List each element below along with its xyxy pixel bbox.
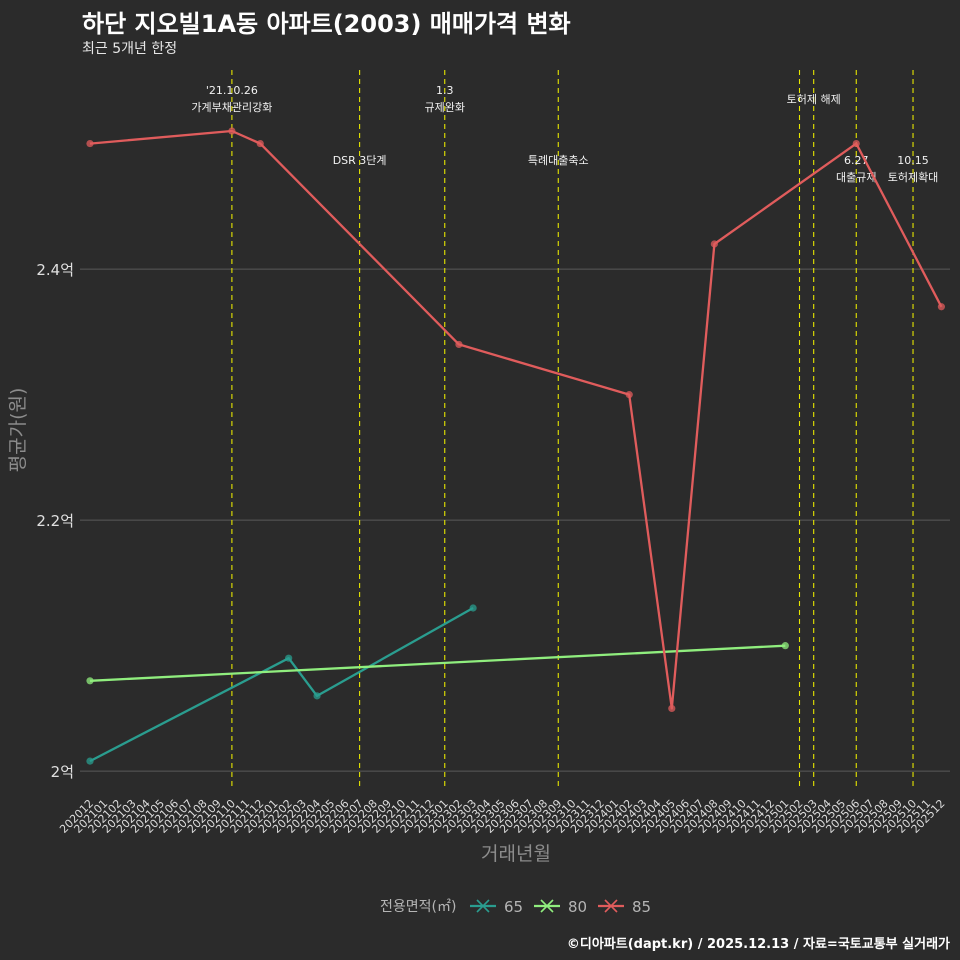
source-caption: ©디아파트(dapt.kr) / 2025.12.13 / 자료=국토교통부 실… — [566, 937, 950, 952]
data-point-65 — [285, 654, 293, 662]
legend-key-cross — [540, 899, 554, 913]
event-label: 규제완화 — [425, 101, 465, 114]
y-tick-label: 2.4억 — [36, 261, 74, 279]
y-axis-label: 평균가(원) — [7, 388, 29, 473]
x-axis: 2020122021012021022021032021042021052021… — [57, 797, 947, 836]
event-label: 대출규제 — [836, 171, 876, 184]
data-point-65 — [469, 604, 477, 612]
event-label: 토허제 해제 — [787, 92, 841, 106]
data-point-65 — [86, 757, 94, 765]
x-axis-label: 거래년월 — [481, 843, 551, 865]
legend-label: 80 — [568, 898, 587, 916]
data-point-85 — [86, 139, 94, 148]
data-point-80 — [86, 677, 94, 685]
data-point-85 — [256, 139, 264, 148]
event-label: DSR 3단계 — [333, 154, 387, 167]
legend-key-cross — [476, 899, 490, 913]
data-point-85 — [455, 340, 463, 349]
data-point-85 — [852, 139, 860, 148]
legend: 전용면적(㎡) 65 80 85 — [380, 898, 651, 916]
event-label: '21.10.26 — [206, 84, 258, 97]
data-point-85 — [710, 240, 718, 248]
event-label: 특례대출축소 — [528, 154, 589, 167]
data-point-85 — [228, 127, 236, 135]
event-label: 토허제확대 — [888, 171, 939, 184]
series-lines — [86, 127, 946, 765]
legend-key-cross — [604, 899, 618, 913]
data-point-65 — [313, 692, 321, 700]
series-line-80 — [89, 644, 786, 682]
series-line-65 — [89, 606, 474, 763]
legend-label: 85 — [632, 898, 651, 916]
gridlines — [80, 268, 950, 772]
chart-title: 하단 지오빌1A동 아파트(2003) 매매가격 변화 — [82, 10, 571, 38]
data-point-85 — [625, 391, 633, 399]
event-label: 1.3 — [436, 84, 454, 97]
event-label: 10.15 — [897, 154, 929, 167]
legend-label: 65 — [504, 898, 523, 916]
chart-subtitle: 최근 5개년 한정 — [82, 41, 178, 57]
y-tick-label: 2.2억 — [36, 512, 74, 530]
data-point-85 — [668, 704, 676, 713]
event-label: 가계부채관리강화 — [191, 101, 272, 114]
data-point-85 — [937, 303, 946, 311]
legend-title: 전용면적(㎡) — [380, 899, 456, 915]
y-tick-label: 2억 — [51, 763, 74, 781]
data-point-80 — [781, 642, 789, 650]
y-axis: 2억 2.2억 2.4억 — [36, 261, 74, 781]
